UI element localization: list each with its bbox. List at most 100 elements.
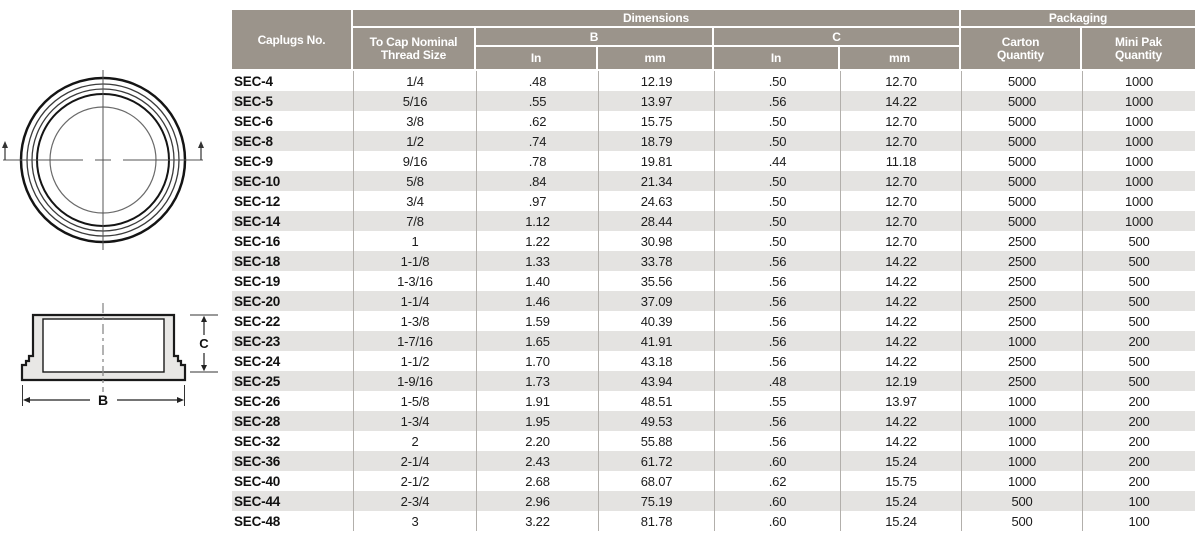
cell-carton-qty: 5000 [961, 191, 1082, 211]
cell-minipak-qty: 500 [1082, 251, 1195, 271]
cell-c-mm: 15.75 [840, 471, 961, 491]
cell-carton-qty: 5000 [961, 91, 1082, 111]
table-row: SEC-6 3/8 .62 15.75 .50 12.70 5000 1000 [232, 111, 1195, 131]
cell-carton-qty: 5000 [961, 71, 1082, 91]
cell-minipak-qty: 1000 [1082, 131, 1195, 151]
header-packaging: Packaging [961, 10, 1195, 28]
cell-b-mm: 28.44 [598, 211, 714, 231]
cell-carton-qty: 1000 [961, 451, 1082, 471]
cell-b-mm: 37.09 [598, 291, 714, 311]
header-dimensions: Dimensions [353, 10, 961, 28]
cell-b-in: 1.46 [476, 291, 598, 311]
cell-c-mm: 13.97 [840, 391, 961, 411]
cell-c-mm: 14.22 [840, 91, 961, 111]
cell-minipak-qty: 500 [1082, 271, 1195, 291]
cell-minipak-qty: 100 [1082, 491, 1195, 511]
cell-carton-qty: 2500 [961, 271, 1082, 291]
cell-b-in: 1.91 [476, 391, 598, 411]
cell-c-mm: 12.70 [840, 191, 961, 211]
cell-b-in: 1.40 [476, 271, 598, 291]
cell-c-mm: 12.70 [840, 211, 961, 231]
cell-b-in: .55 [476, 91, 598, 111]
cell-carton-qty: 1000 [961, 331, 1082, 351]
header-c-in: In [714, 47, 840, 71]
cell-minipak-qty: 200 [1082, 431, 1195, 451]
cell-caplugs-no: SEC-20 [234, 293, 281, 309]
header-c: C [714, 28, 961, 47]
table-row: SEC-5 5/16 .55 13.97 .56 14.22 5000 1000 [232, 91, 1195, 111]
cell-b-mm: 40.39 [598, 311, 714, 331]
header-b-mm: mm [598, 47, 714, 71]
cell-c-mm: 12.19 [840, 371, 961, 391]
dimension-b-label: B [98, 392, 108, 408]
cell-c-in: .48 [714, 371, 840, 391]
cell-b-mm: 33.78 [598, 251, 714, 271]
section-arrow-left [2, 141, 8, 160]
cell-c-in: .56 [714, 311, 840, 331]
cell-minipak-qty: 500 [1082, 371, 1195, 391]
cell-carton-qty: 5000 [961, 151, 1082, 171]
cell-b-mm: 43.18 [598, 351, 714, 371]
cell-caplugs-no: SEC-16 [234, 233, 281, 249]
cell-c-in: .56 [714, 91, 840, 111]
header-carton-line2: Quantity [996, 47, 1045, 62]
cell-b-in: .62 [476, 111, 598, 131]
cell-carton-qty: 2500 [961, 351, 1082, 371]
cell-thread-size: 3/8 [353, 111, 476, 131]
cell-b-in: 1.95 [476, 411, 598, 431]
cell-caplugs-no: SEC-23 [234, 333, 281, 349]
cell-c-in: .56 [714, 291, 840, 311]
cell-c-in: .60 [714, 511, 840, 531]
cell-carton-qty: 5000 [961, 111, 1082, 131]
cell-b-in: 1.73 [476, 371, 598, 391]
cell-b-in: 1.65 [476, 331, 598, 351]
cell-caplugs-no: SEC-12 [234, 193, 281, 209]
cell-carton-qty: 2500 [961, 291, 1082, 311]
cell-b-mm: 41.91 [598, 331, 714, 351]
header-c-mm: mm [840, 47, 961, 71]
cell-carton-qty: 2500 [961, 251, 1082, 271]
header-caplugs-no: Caplugs No. [232, 10, 353, 71]
cell-carton-qty: 1000 [961, 471, 1082, 491]
dimension-c-label: C [199, 336, 209, 351]
cell-minipak-qty: 1000 [1082, 111, 1195, 131]
cell-b-mm: 15.75 [598, 111, 714, 131]
cell-c-mm: 11.18 [840, 151, 961, 171]
table-body: SEC-4 1/4 .48 12.19 .50 12.70 5000 1000 … [232, 71, 1195, 531]
cell-thread-size: 2-1/2 [353, 471, 476, 491]
cell-minipak-qty: 500 [1082, 291, 1195, 311]
cell-minipak-qty: 500 [1082, 231, 1195, 251]
table-header: Caplugs No. Dimensions Packaging To Cap … [232, 10, 1195, 71]
cap-top-view-drawing [2, 70, 204, 250]
cell-caplugs-no: SEC-4 [234, 73, 273, 89]
cell-c-in: .62 [714, 471, 840, 491]
table-row: SEC-26 1-5/8 1.91 48.51 .55 13.97 1000 2… [232, 391, 1195, 411]
cell-c-in: .50 [714, 211, 840, 231]
table-row: SEC-32 2 2.20 55.88 .56 14.22 1000 200 [232, 431, 1195, 451]
cell-caplugs-no: SEC-36 [234, 453, 281, 469]
table-row: SEC-10 5/8 .84 21.34 .50 12.70 5000 1000 [232, 171, 1195, 191]
cell-caplugs-no: SEC-14 [234, 213, 281, 229]
cell-minipak-qty: 1000 [1082, 171, 1195, 191]
cell-b-in: .48 [476, 71, 598, 91]
cell-c-in: .56 [714, 351, 840, 371]
cell-b-mm: 12.19 [598, 71, 714, 91]
cell-c-mm: 12.70 [840, 71, 961, 91]
cell-minipak-qty: 200 [1082, 331, 1195, 351]
cell-caplugs-no: SEC-8 [234, 133, 273, 149]
cell-caplugs-no: SEC-22 [234, 313, 281, 329]
cell-b-mm: 81.78 [598, 511, 714, 531]
cell-c-mm: 14.22 [840, 351, 961, 371]
header-thread-size-line2: Thread Size [380, 47, 447, 62]
cell-b-in: 1.70 [476, 351, 598, 371]
table-row: SEC-14 7/8 1.12 28.44 .50 12.70 5000 100… [232, 211, 1195, 231]
cell-caplugs-no: SEC-24 [234, 353, 281, 369]
cell-c-mm: 15.24 [840, 491, 961, 511]
header-carton-quantity: Carton Quantity [961, 28, 1082, 71]
cell-thread-size: 2-3/4 [353, 491, 476, 511]
cell-b-mm: 13.97 [598, 91, 714, 111]
cell-caplugs-no: SEC-40 [234, 473, 281, 489]
header-b: B [476, 28, 714, 47]
table-row: SEC-48 3 3.22 81.78 .60 15.24 500 100 [232, 511, 1195, 531]
